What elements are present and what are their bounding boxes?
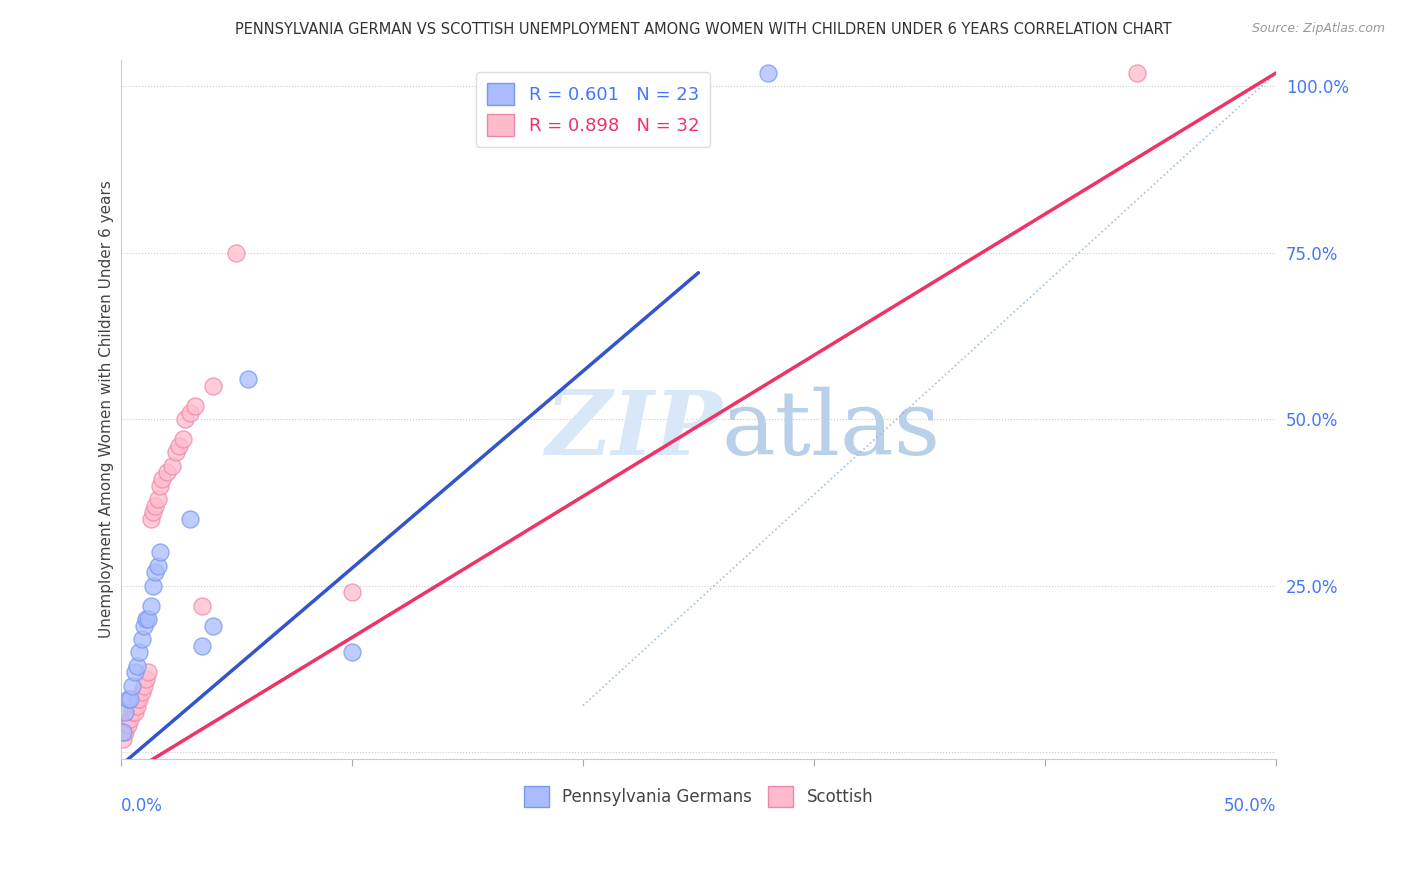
Point — [146, 558, 169, 573]
Y-axis label: Unemployment Among Women with Children Under 6 years: Unemployment Among Women with Children U… — [100, 180, 114, 638]
Point — [118, 712, 141, 726]
Point — [1126, 66, 1149, 80]
Point — [117, 691, 139, 706]
Point — [172, 432, 194, 446]
Point — [112, 725, 135, 739]
Point — [756, 66, 779, 80]
Point — [225, 245, 247, 260]
Point — [114, 705, 136, 719]
Point — [132, 618, 155, 632]
Point — [131, 632, 153, 646]
Point — [179, 405, 201, 419]
Point — [128, 645, 150, 659]
Point — [202, 379, 225, 393]
Point — [112, 731, 135, 746]
Point — [125, 658, 148, 673]
Point — [121, 705, 143, 719]
Point — [139, 512, 162, 526]
Text: Source: ZipAtlas.com: Source: ZipAtlas.com — [1251, 22, 1385, 36]
Point — [340, 585, 363, 599]
Point — [340, 645, 363, 659]
Point — [117, 718, 139, 732]
Point — [135, 672, 157, 686]
Point — [138, 612, 160, 626]
Point — [236, 372, 259, 386]
Point — [165, 445, 187, 459]
Point — [179, 512, 201, 526]
Point — [124, 705, 146, 719]
Point — [131, 685, 153, 699]
Point — [128, 691, 150, 706]
Text: 50.0%: 50.0% — [1223, 797, 1277, 815]
Point — [160, 458, 183, 473]
Point — [145, 566, 167, 580]
Point — [183, 399, 205, 413]
Text: atlas: atlas — [721, 386, 941, 474]
Point — [150, 472, 173, 486]
Point — [145, 499, 167, 513]
Text: ZIP: ZIP — [546, 387, 721, 474]
Point — [114, 725, 136, 739]
Point — [142, 579, 165, 593]
Point — [121, 679, 143, 693]
Point — [156, 466, 179, 480]
Point — [190, 599, 212, 613]
Point — [118, 691, 141, 706]
Point — [167, 439, 190, 453]
Point — [125, 698, 148, 713]
Point — [149, 545, 172, 559]
Point — [142, 505, 165, 519]
Text: 0.0%: 0.0% — [121, 797, 163, 815]
Text: PENNSYLVANIA GERMAN VS SCOTTISH UNEMPLOYMENT AMONG WOMEN WITH CHILDREN UNDER 6 Y: PENNSYLVANIA GERMAN VS SCOTTISH UNEMPLOY… — [235, 22, 1171, 37]
Point — [202, 618, 225, 632]
Point — [135, 612, 157, 626]
Point — [149, 479, 172, 493]
Point — [125, 691, 148, 706]
Point — [132, 679, 155, 693]
Point — [174, 412, 197, 426]
Point — [138, 665, 160, 680]
Point — [124, 665, 146, 680]
Point — [146, 492, 169, 507]
Point — [190, 639, 212, 653]
Legend: Pennsylvania Germans, Scottish: Pennsylvania Germans, Scottish — [517, 780, 880, 814]
Point — [139, 599, 162, 613]
